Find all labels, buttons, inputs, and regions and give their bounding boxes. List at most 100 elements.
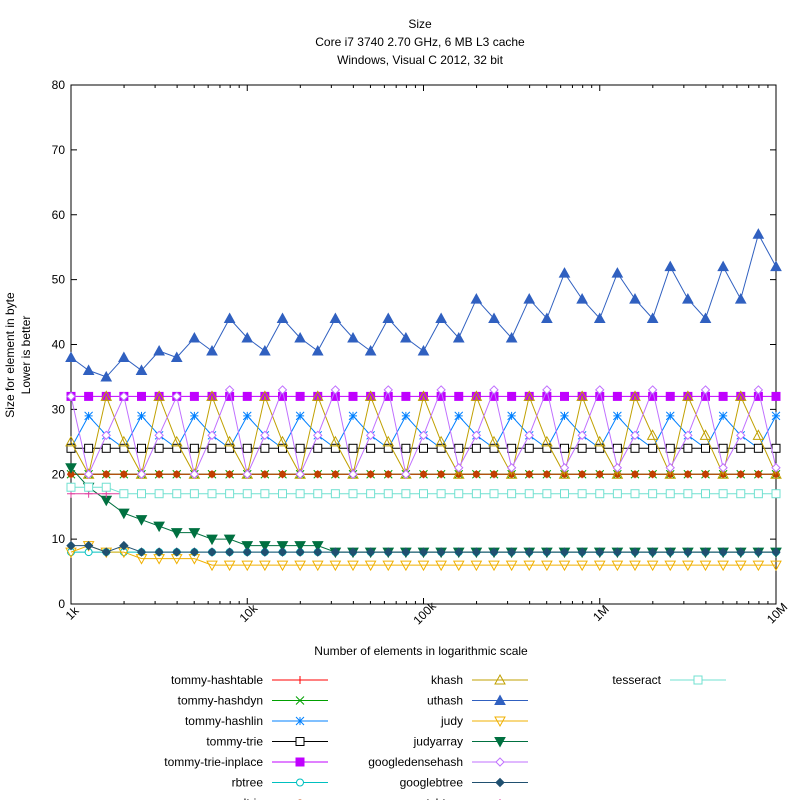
data-point bbox=[295, 547, 305, 557]
series-layer bbox=[65, 228, 782, 572]
data-point bbox=[331, 470, 339, 478]
data-point bbox=[294, 331, 306, 343]
data-point bbox=[206, 344, 218, 356]
data-point bbox=[118, 351, 130, 362]
data-point bbox=[736, 443, 746, 453]
data-point bbox=[241, 331, 254, 343]
data-point bbox=[401, 469, 411, 479]
chart-title-line-2: Core i7 3740 2.70 GHz, 6 MB L3 cache bbox=[315, 35, 525, 49]
data-point bbox=[276, 312, 289, 324]
data-point bbox=[753, 443, 763, 453]
data-point bbox=[242, 547, 252, 557]
data-point bbox=[558, 560, 571, 572]
data-point bbox=[401, 443, 411, 453]
data-point bbox=[682, 560, 694, 572]
data-point bbox=[66, 482, 76, 492]
legend-label: nedtrie bbox=[226, 796, 263, 800]
data-point bbox=[524, 443, 534, 453]
data-point bbox=[295, 489, 305, 499]
data-point bbox=[648, 489, 658, 499]
data-point bbox=[541, 560, 553, 572]
series-tommy-trie bbox=[66, 443, 781, 453]
data-point bbox=[612, 391, 622, 401]
chart-title-line-3: Windows, Visual C 2012, 32 bit bbox=[337, 53, 504, 67]
data-point bbox=[649, 470, 657, 478]
data-point bbox=[665, 411, 675, 421]
data-point bbox=[664, 560, 677, 572]
data-point bbox=[223, 312, 236, 324]
data-point bbox=[135, 515, 148, 526]
data-point bbox=[771, 411, 781, 421]
series-line bbox=[70, 467, 776, 553]
legend-label: rbtree bbox=[232, 776, 264, 790]
data-point bbox=[223, 534, 236, 546]
x-tick-label: 1M bbox=[590, 602, 612, 624]
data-point bbox=[665, 443, 675, 453]
data-point bbox=[629, 560, 641, 572]
data-point bbox=[172, 391, 182, 402]
legend-item: tommy-hashdyn bbox=[178, 694, 328, 708]
data-point bbox=[82, 364, 95, 375]
y-tick-label: 70 bbox=[52, 143, 66, 157]
data-point bbox=[718, 489, 728, 499]
data-point bbox=[436, 489, 446, 499]
data-point bbox=[137, 443, 147, 453]
data-point bbox=[348, 411, 358, 421]
data-point bbox=[401, 547, 411, 557]
data-point bbox=[311, 560, 324, 572]
data-point bbox=[153, 344, 165, 356]
data-point bbox=[736, 430, 746, 441]
data-point bbox=[595, 547, 605, 557]
legend-item: tommy-hashtable bbox=[171, 673, 328, 687]
data-point bbox=[630, 489, 640, 499]
data-point bbox=[593, 560, 606, 572]
data-point bbox=[752, 429, 765, 440]
data-point bbox=[647, 385, 658, 395]
data-point bbox=[329, 560, 342, 572]
data-point bbox=[295, 716, 305, 726]
data-point bbox=[454, 489, 464, 499]
data-point bbox=[718, 411, 728, 421]
data-point bbox=[313, 430, 323, 441]
data-point bbox=[295, 757, 305, 767]
data-point bbox=[382, 435, 395, 447]
y-tick-label: 20 bbox=[52, 467, 66, 481]
data-point bbox=[717, 260, 729, 272]
data-point bbox=[524, 489, 534, 499]
data-point bbox=[593, 312, 606, 324]
data-point bbox=[276, 541, 289, 552]
legend-item: uthash bbox=[427, 694, 528, 708]
data-point bbox=[401, 411, 411, 421]
data-point bbox=[523, 293, 536, 304]
data-point bbox=[770, 260, 782, 272]
data-point bbox=[420, 470, 427, 478]
data-point bbox=[367, 470, 375, 478]
y-tick-label: 0 bbox=[58, 597, 65, 611]
data-point bbox=[417, 344, 430, 356]
data-point bbox=[418, 430, 429, 441]
data-point bbox=[718, 391, 728, 401]
series-uthash bbox=[65, 228, 782, 382]
data-point bbox=[576, 293, 588, 304]
data-point bbox=[173, 470, 181, 478]
data-point bbox=[189, 489, 199, 499]
data-point bbox=[189, 547, 200, 557]
data-point bbox=[311, 390, 324, 401]
data-point bbox=[559, 391, 569, 401]
data-point bbox=[119, 540, 129, 551]
data-point bbox=[577, 430, 587, 441]
data-point bbox=[223, 560, 236, 572]
data-point bbox=[242, 411, 252, 421]
data-point bbox=[294, 541, 306, 552]
data-point bbox=[505, 468, 518, 479]
data-point bbox=[83, 540, 94, 551]
data-point bbox=[647, 547, 658, 557]
data-point bbox=[277, 547, 288, 557]
data-point bbox=[630, 547, 640, 557]
data-point bbox=[771, 489, 781, 499]
data-point bbox=[120, 470, 128, 478]
data-point bbox=[771, 391, 781, 401]
data-point bbox=[665, 489, 675, 499]
data-point bbox=[225, 489, 235, 499]
legend-item: khash bbox=[431, 673, 528, 687]
